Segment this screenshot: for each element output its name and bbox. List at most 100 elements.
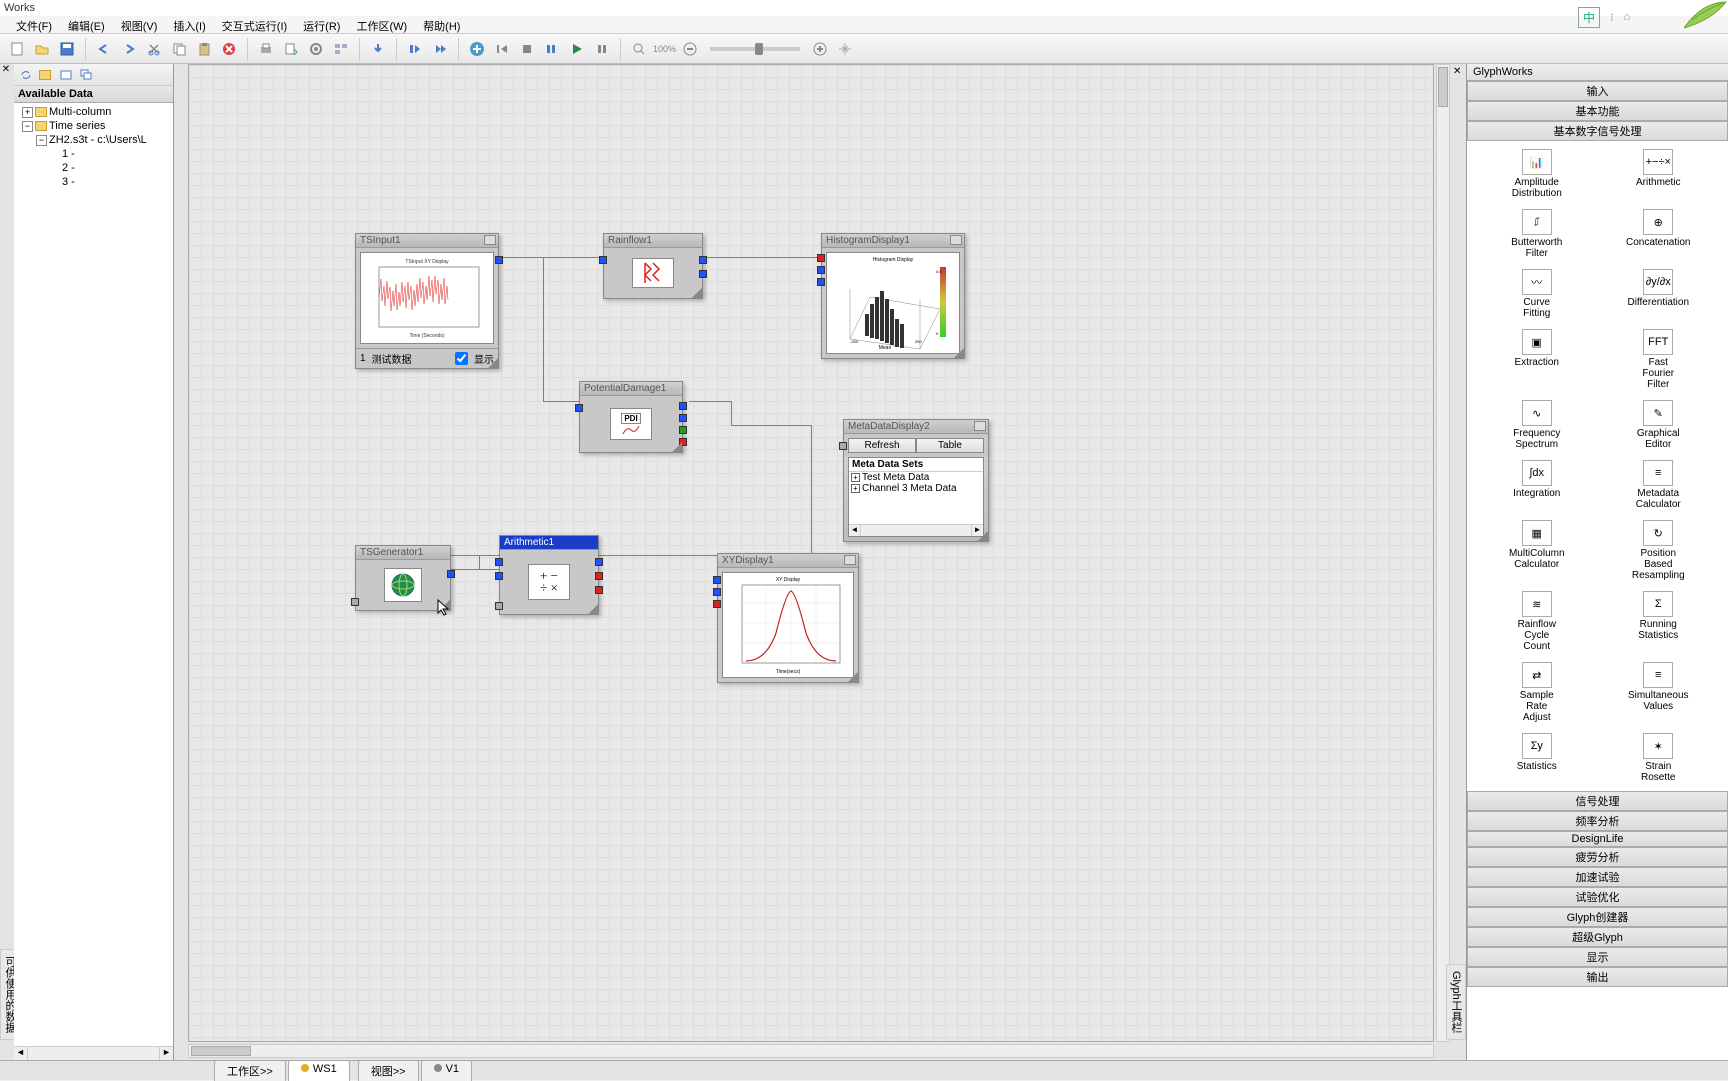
port-out3[interactable] <box>679 426 687 434</box>
tool-multicolumn-calculator[interactable]: ▦MultiColumnCalculator <box>1479 520 1595 581</box>
port-out2[interactable] <box>595 572 603 580</box>
tree-multicolumn[interactable]: +Multi-column <box>16 105 171 119</box>
port-out[interactable] <box>699 256 707 264</box>
port-in2[interactable] <box>817 266 825 274</box>
tool-integration[interactable]: ∫dxIntegration <box>1479 460 1595 510</box>
port-out1[interactable] <box>679 402 687 410</box>
open-button[interactable] <box>31 38 53 60</box>
node-pdi-title[interactable]: PotentialDamage1 <box>580 382 682 396</box>
section-显示[interactable]: 显示 <box>1467 947 1728 967</box>
right-side-label[interactable]: Glyph工具栏 <box>1446 964 1466 1040</box>
export-button[interactable] <box>280 38 302 60</box>
tool-graphical-editor[interactable]: ✎GraphicalEditor <box>1601 400 1717 450</box>
stop-button[interactable] <box>516 38 538 60</box>
node-maximize-icon[interactable] <box>844 555 856 565</box>
tool-concatenation[interactable]: ⊕Concatenation <box>1601 209 1717 259</box>
node-histogram[interactable]: HistogramDisplay1 Histogram Display <box>821 233 965 359</box>
tool-frequency-spectrum[interactable]: ∿FrequencySpectrum <box>1479 400 1595 450</box>
redo-button[interactable] <box>118 38 140 60</box>
canvas-scroll-vertical[interactable] <box>1436 64 1450 1042</box>
node-maximize-icon[interactable] <box>950 235 962 245</box>
node-maximize-icon[interactable] <box>484 235 496 245</box>
tool-fast-fourier-filter[interactable]: FFTFastFourierFilter <box>1601 329 1717 390</box>
tab-v1[interactable]: V1 <box>421 1060 472 1081</box>
tool-differentiation[interactable]: ∂y/∂xDifferentiation <box>1601 269 1717 319</box>
node-metadata[interactable]: MetaDataDisplay2 Refresh Table Meta Data… <box>843 419 989 542</box>
folder-open-icon[interactable] <box>38 67 54 83</box>
zoom-slider[interactable] <box>710 47 800 51</box>
ime-lang[interactable]: 中 <box>1578 7 1600 28</box>
menu-interactive-run[interactable]: 交互式运行(I) <box>214 16 295 33</box>
refresh-icon[interactable] <box>18 67 34 83</box>
tab-view[interactable]: 视图>> <box>358 1060 419 1081</box>
paste-button[interactable] <box>193 38 215 60</box>
tool-arithmetic[interactable]: +−÷×Arithmetic <box>1601 149 1717 199</box>
resize-grip[interactable] <box>692 288 702 298</box>
step-button[interactable] <box>404 38 426 60</box>
section-试验优化[interactable]: 试验优化 <box>1467 887 1728 907</box>
save-button[interactable] <box>56 38 78 60</box>
tab-ws1[interactable]: WS1 <box>288 1060 350 1081</box>
menu-workspace[interactable]: 工作区(W) <box>348 16 415 33</box>
tool-butterworth-filter[interactable]: ⎎ButterworthFilter <box>1479 209 1595 259</box>
node-pdi[interactable]: PotentialDamage1 PDI <box>579 381 683 453</box>
windows-icon[interactable] <box>78 67 94 83</box>
settings-button[interactable] <box>305 38 327 60</box>
tool-strain-rosette[interactable]: ✶StrainRosette <box>1601 733 1717 783</box>
ime-keyboard-icon[interactable]: ⁝ <box>1610 11 1614 24</box>
tool-simultaneous-values[interactable]: ≡SimultaneousValues <box>1601 662 1717 723</box>
port-out2[interactable] <box>679 414 687 422</box>
new-button[interactable] <box>6 38 28 60</box>
menu-edit[interactable]: 编辑(E) <box>60 16 113 33</box>
resize-grip[interactable] <box>588 604 598 614</box>
port-out3[interactable] <box>595 586 603 594</box>
pan-button[interactable] <box>834 38 856 60</box>
resize-grip[interactable] <box>978 531 988 541</box>
port-in[interactable] <box>839 442 847 450</box>
step-over-button[interactable] <box>429 38 451 60</box>
undo-button[interactable] <box>93 38 115 60</box>
menu-view[interactable]: 视图(V) <box>113 16 166 33</box>
port-cfg[interactable] <box>351 598 359 606</box>
tree-file[interactable]: −ZH2.s3t - c:\Users\L <box>16 133 171 147</box>
node-histogram-title[interactable]: HistogramDisplay1 <box>822 234 964 248</box>
port-in[interactable] <box>575 404 583 412</box>
port-in1[interactable] <box>713 576 721 584</box>
menu-insert[interactable]: 插入(I) <box>165 16 213 33</box>
tool-amplitude-distribution[interactable]: 📊AmplitudeDistribution <box>1479 149 1595 199</box>
node-tsinput[interactable]: TSInput1 TSInput XY Display Time (Second… <box>355 233 499 369</box>
menu-run[interactable]: 运行(R) <box>295 16 348 33</box>
node-metadata-title[interactable]: MetaDataDisplay2 <box>844 420 988 434</box>
port-in1[interactable] <box>495 558 503 566</box>
port-in2[interactable] <box>495 572 503 580</box>
section-频率分析[interactable]: 频率分析 <box>1467 811 1728 831</box>
node-rainflow[interactable]: Rainflow1 <box>603 233 703 299</box>
tree-timeseries[interactable]: −Time series <box>16 119 171 133</box>
resize-grip[interactable] <box>954 348 964 358</box>
metadata-set1[interactable]: +Test Meta Data <box>849 472 983 483</box>
zoom-in-button[interactable] <box>809 38 831 60</box>
node-xydisplay-title[interactable]: XYDisplay1 <box>718 554 858 568</box>
port-in1[interactable] <box>817 254 825 262</box>
delete-button[interactable] <box>218 38 240 60</box>
section-basic[interactable]: 基本功能 <box>1467 101 1728 121</box>
tool-metadata-calculator[interactable]: ≡MetadataCalculator <box>1601 460 1717 510</box>
left-scroll-left[interactable]: ◄ <box>14 1047 28 1060</box>
zoom-fit-button[interactable] <box>628 38 650 60</box>
port-out2[interactable] <box>699 270 707 278</box>
section-dsp[interactable]: 基本数字信号处理 <box>1467 121 1728 141</box>
node-tsinput-title[interactable]: TSInput1 <box>356 234 498 248</box>
section-信号处理[interactable]: 信号处理 <box>1467 791 1728 811</box>
tab-workspace[interactable]: 工作区>> <box>214 1060 286 1081</box>
pause-step-button[interactable] <box>541 38 563 60</box>
section-超级Glyph[interactable]: 超级Glyph <box>1467 927 1728 947</box>
metadata-table-button[interactable]: Table <box>916 438 984 453</box>
menu-file[interactable]: 文件(F) <box>8 16 60 33</box>
right-panel-close-icon[interactable]: ✕ <box>1453 66 1461 77</box>
port-in2[interactable] <box>713 588 721 596</box>
section-input[interactable]: 输入 <box>1467 81 1728 101</box>
tool-extraction[interactable]: ▣Extraction <box>1479 329 1595 390</box>
resize-grip[interactable] <box>848 672 858 682</box>
node-arithmetic[interactable]: Arithmetic1 + −÷ × <box>499 535 599 615</box>
copy-button[interactable] <box>168 38 190 60</box>
